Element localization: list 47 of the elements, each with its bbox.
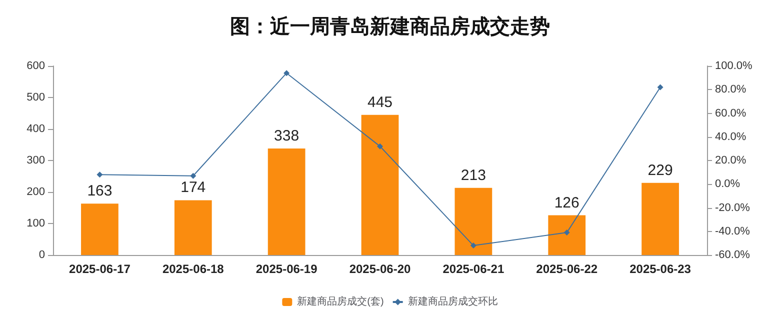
y2-tick-label: -60.0%	[715, 249, 750, 261]
y-tick-label: 500	[26, 92, 45, 104]
y2-tick-label: -40.0%	[715, 225, 750, 238]
data-label: 126	[554, 194, 580, 212]
x-tick-label: 2025-06-19	[256, 262, 318, 276]
bar	[174, 200, 212, 255]
point	[377, 143, 383, 150]
point	[96, 172, 103, 178]
data-label: 174	[180, 179, 206, 196]
data-label: 163	[87, 182, 112, 200]
x-tick-label: 2025-06-23	[630, 262, 692, 276]
y-tick-label: 0	[38, 249, 45, 261]
legend-label: 新建商品房成交(套)	[297, 296, 384, 308]
y2-tick-label: 0.0%	[715, 178, 740, 190]
x-tick-label: 2025-06-21	[442, 262, 504, 276]
point	[564, 230, 570, 236]
y2-tick-label: -20.0%	[715, 202, 750, 214]
y-tick-label: 100	[26, 218, 45, 230]
bar	[454, 188, 492, 255]
x-tick-label: 2025-06-20	[349, 262, 412, 276]
bar	[642, 182, 679, 255]
chart-title: 图：近一周青岛新建商品房成交走势	[230, 15, 550, 38]
point	[657, 84, 664, 90]
y-tick-label: 600	[26, 60, 45, 72]
y-tick-label: 400	[26, 123, 45, 135]
bar	[81, 204, 118, 255]
bar	[548, 215, 586, 255]
point	[190, 172, 196, 179]
x-tick-label: 2025-06-22	[536, 262, 598, 276]
point	[470, 242, 476, 249]
x-tick-label: 2025-06-18	[162, 262, 224, 276]
y2-tick-label: 80.0%	[715, 84, 746, 96]
legend-label: 新建商品房成交环比	[408, 296, 498, 308]
x-tick-label: 2025-06-17	[69, 262, 131, 276]
data-label: 213	[460, 166, 486, 184]
data-label: 445	[367, 94, 393, 111]
y2-tick-label: 20.0%	[715, 154, 746, 166]
data-label: 338	[274, 128, 300, 145]
y-tick-label: 300	[26, 154, 45, 166]
point	[284, 70, 290, 76]
data-label: 229	[648, 162, 673, 179]
y2-tick-label: 40.0%	[715, 130, 746, 143]
bar	[361, 114, 399, 255]
y-tick-label: 200	[26, 186, 45, 198]
y2-tick-label: 100.0%	[715, 60, 753, 72]
y2-tick-label: 60.0%	[715, 107, 746, 120]
bar	[268, 148, 306, 255]
